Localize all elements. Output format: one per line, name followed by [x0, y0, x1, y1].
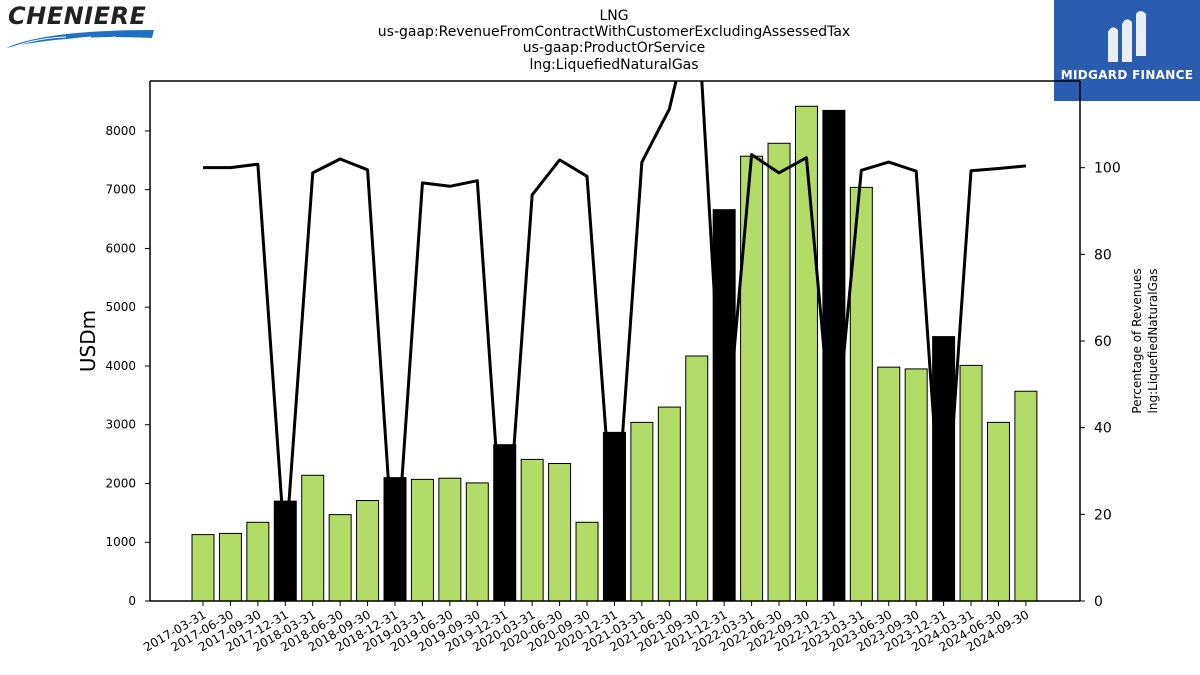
bar: [301, 474, 325, 602]
y-right-tick-label: 100: [1094, 161, 1121, 177]
y-axis-right-title-line-2: lng:LiquefiedNaturalGas: [1146, 269, 1160, 414]
bar: [767, 142, 791, 602]
cheniere-logo-text: CHENIERE: [8, 2, 147, 30]
y-right-tick-label: 60: [1094, 334, 1112, 350]
percentage-line: [203, 81, 1027, 581]
bar: [986, 421, 1010, 602]
bar: [410, 478, 434, 602]
bar-annual: [712, 209, 736, 602]
y-tick-label: 1000: [105, 535, 136, 549]
bar: [438, 477, 462, 602]
bar: [191, 534, 215, 602]
bar: [575, 521, 599, 602]
bar: [740, 155, 764, 602]
y-tick-label: 8000: [105, 124, 136, 138]
y-tick-label: 4000: [105, 359, 136, 373]
chart-title: LNG us-gaap:RevenueFromContractWithCusto…: [378, 8, 850, 73]
y-right-tick-label: 80: [1094, 247, 1112, 263]
y-axis-right-title-line-1: Percentage of Revenues: [1130, 268, 1144, 413]
bar-annual: [822, 109, 846, 602]
bar: [794, 105, 818, 602]
bar-annual: [383, 477, 407, 602]
bar: [548, 463, 572, 602]
midgard-finance-text: MIDGARD FINANCE: [1060, 68, 1194, 82]
bar: [328, 514, 352, 602]
y-tick-label: 0: [128, 594, 136, 608]
midgard-finance-logo: MIDGARD FINANCE: [1054, 0, 1200, 101]
y-tick-label: 3000: [105, 418, 136, 432]
midgard-m-icon: [1108, 11, 1146, 62]
title-line-2: us-gaap:RevenueFromContractWithCustomerE…: [378, 24, 850, 40]
y-tick-label: 6000: [105, 241, 136, 255]
bar: [685, 355, 709, 602]
y-tick-label: 7000: [105, 183, 136, 197]
bar: [657, 406, 681, 602]
title-line-4: lng:LiquefiedNaturalGas: [529, 57, 698, 73]
y-tick-label: 5000: [105, 300, 136, 314]
y-axis-title: USDm: [76, 310, 100, 372]
title-line-3: us-gaap:ProductOrService: [523, 40, 706, 56]
y-right-tick-label: 20: [1094, 507, 1112, 523]
bar-series: [191, 105, 1038, 602]
bar: [630, 421, 654, 602]
cheniere-logo: CHENIERE: [6, 2, 156, 50]
title-line-1: LNG: [599, 8, 628, 24]
cheniere-logo-swoosh-icon: [6, 30, 154, 49]
bar: [959, 364, 983, 602]
bar: [1014, 390, 1038, 602]
bar: [877, 366, 901, 602]
y-tick-label: 2000: [105, 476, 136, 490]
bar: [246, 521, 270, 602]
bar: [356, 500, 380, 602]
line-series: [203, 81, 1027, 581]
bar: [904, 368, 928, 602]
y-right-tick-label: 0: [1094, 594, 1103, 610]
y-right-tick-label: 40: [1094, 421, 1112, 437]
bar: [218, 532, 242, 602]
bar: [520, 458, 544, 602]
bar: [465, 482, 489, 602]
